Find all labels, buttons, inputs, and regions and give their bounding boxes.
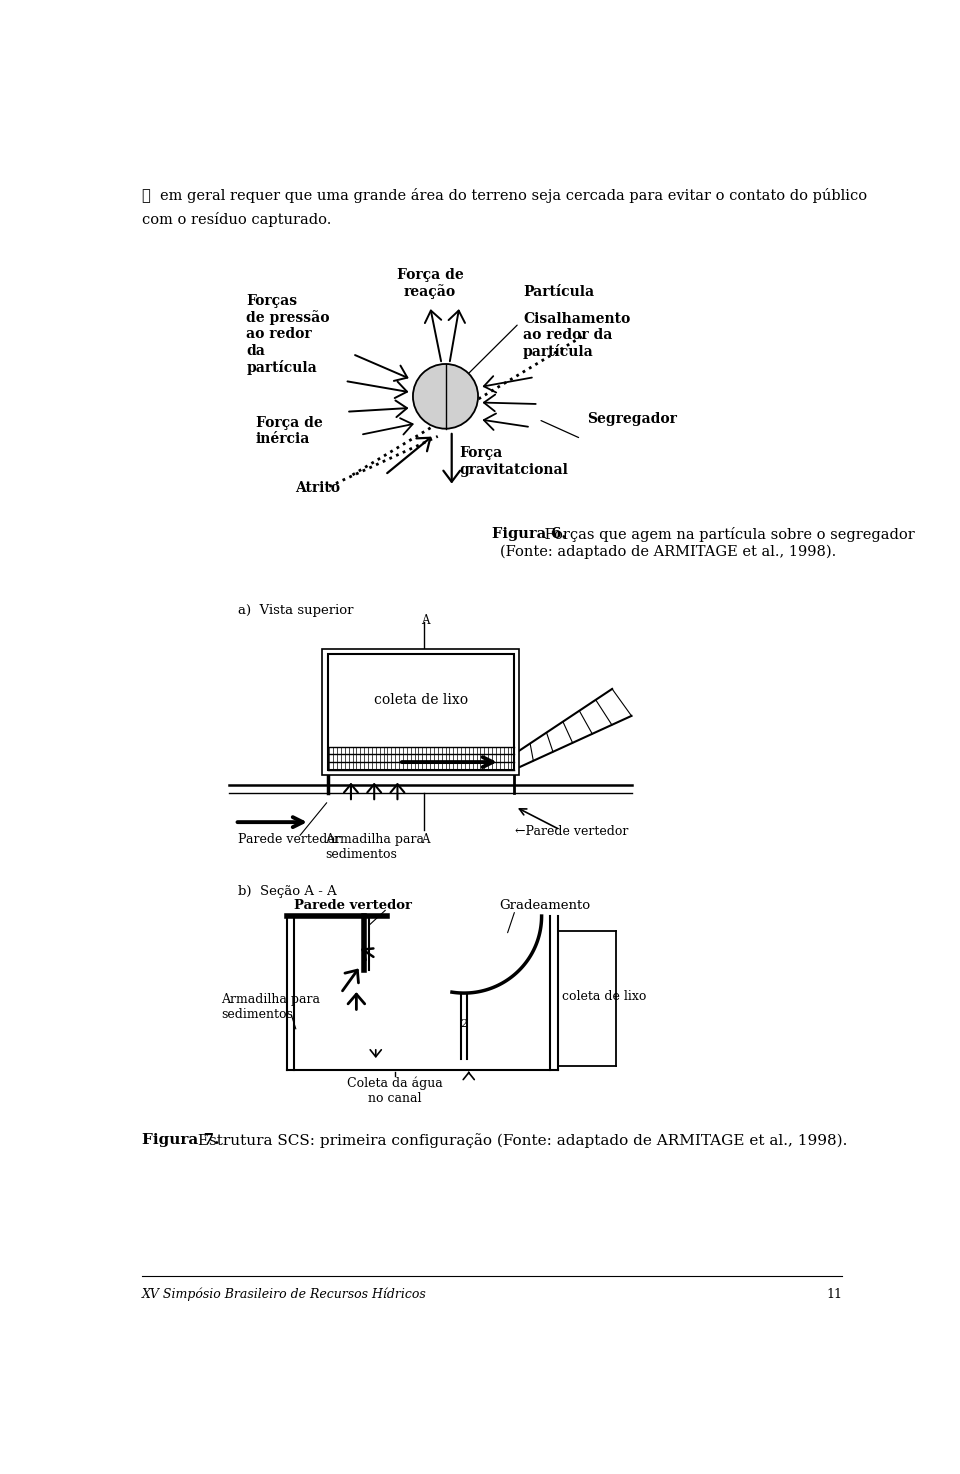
Text: a)  Vista superior: a) Vista superior [238, 604, 353, 618]
Text: Parede vertedor: Parede vertedor [294, 899, 412, 912]
Text: Gradeamento: Gradeamento [500, 899, 590, 912]
Circle shape [413, 364, 478, 429]
Bar [327, 654, 514, 769]
Text: Partícula: Partícula [523, 284, 594, 299]
Text: Forças que agem na partícula sobre o segregador: Forças que agem na partícula sobre o seg… [540, 528, 915, 542]
Text: Atrito: Atrito [295, 481, 340, 495]
Text: Parede vertedor: Parede vertedor [238, 833, 341, 846]
Text: coleta de lixo: coleta de lixo [562, 991, 646, 1004]
Text: Figura 7.: Figura 7. [142, 1134, 219, 1147]
Text: b)  Seção A - A: b) Seção A - A [238, 886, 337, 898]
Text: Armadilha para
sedimentos: Armadilha para sedimentos [325, 833, 424, 861]
Text: Forças
de pressão
ao redor
da
partícula: Forças de pressão ao redor da partícula [247, 293, 330, 374]
Text: A: A [420, 615, 429, 628]
Text: Força
gravitatcional: Força gravitatcional [460, 447, 568, 476]
Bar [323, 649, 519, 775]
Text: 11: 11 [827, 1288, 842, 1302]
Text: com o resíduo capturado.: com o resíduo capturado. [142, 212, 331, 227]
Text: Força de
inércia: Força de inércia [255, 416, 323, 445]
Text: XV Simpósio Brasileiro de Recursos Hídricos: XV Simpósio Brasileiro de Recursos Hídri… [142, 1288, 426, 1302]
Text: Figura 6.: Figura 6. [492, 528, 566, 541]
Text: ←Parede vertedor: ←Parede vertedor [516, 825, 629, 839]
Text: 2: 2 [461, 1019, 468, 1029]
Text: Segregador: Segregador [588, 411, 677, 426]
Text: ✓  em geral requer que uma grande área do terreno seja cercada para evitar o con: ✓ em geral requer que uma grande área do… [142, 187, 867, 202]
Text: Armadilha para
sedimentos: Armadilha para sedimentos [221, 993, 320, 1021]
Text: Cisalhamento
ao redor da
partícula: Cisalhamento ao redor da partícula [523, 311, 631, 360]
Text: Estrutura SCS: primeira configuração (Fonte: adaptado de ARMITAGE et al., 1998).: Estrutura SCS: primeira configuração (Fo… [193, 1134, 848, 1148]
Text: A: A [420, 833, 429, 846]
Text: (Fonte: adaptado de ARMITAGE et al., 1998).: (Fonte: adaptado de ARMITAGE et al., 199… [500, 544, 836, 559]
Text: Coleta da água
no canal: Coleta da água no canal [348, 1076, 443, 1104]
Text: coleta de lixo: coleta de lixo [373, 693, 468, 708]
Text: Força de
reação: Força de reação [396, 268, 464, 299]
